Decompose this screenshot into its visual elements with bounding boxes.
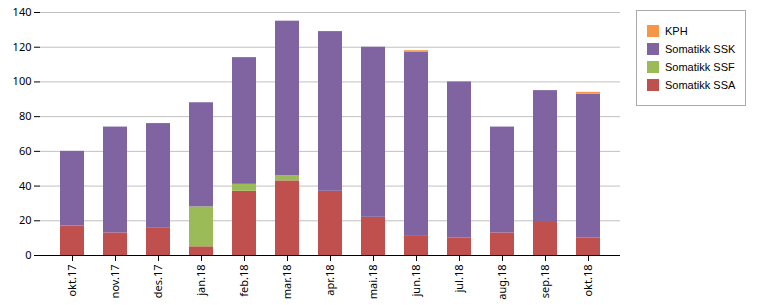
svg-text:jul.18: jul.18 [451, 265, 466, 294]
svg-text:140: 140 [13, 4, 32, 19]
svg-text:mai.18: mai.18 [365, 265, 380, 300]
svg-text:60: 60 [19, 143, 32, 158]
svg-text:0: 0 [25, 247, 31, 262]
svg-text:40: 40 [19, 178, 32, 193]
svg-text:20: 20 [19, 212, 32, 227]
html-text:Somatikk SSF: Somatikk SSF [665, 61, 735, 73]
html-text:Somatikk SSK: Somatikk SSK [665, 43, 736, 55]
svg-text:okt.17: okt.17 [64, 265, 79, 297]
svg-text:feb.18: feb.18 [236, 265, 251, 297]
svg-text:120: 120 [13, 39, 32, 54]
svg-text:mar.18: mar.18 [279, 265, 294, 300]
html-text:KPH: KPH [665, 25, 688, 37]
svg-text:okt.18: okt.18 [580, 265, 595, 297]
svg-text:jun.18: jun.18 [408, 265, 423, 298]
svg-text:80: 80 [19, 108, 32, 123]
svg-text:aug.18: aug.18 [494, 265, 509, 300]
svg-text:sep.18: sep.18 [537, 265, 552, 299]
svg-text:jan.18: jan.18 [193, 265, 208, 297]
svg-text:des.17: des.17 [150, 265, 165, 299]
svg-text:100: 100 [13, 73, 32, 88]
html-text:Somatikk SSA: Somatikk SSA [665, 79, 736, 91]
svg-text:apr.18: apr.18 [322, 265, 337, 296]
svg-text:nov.17: nov.17 [107, 265, 122, 299]
